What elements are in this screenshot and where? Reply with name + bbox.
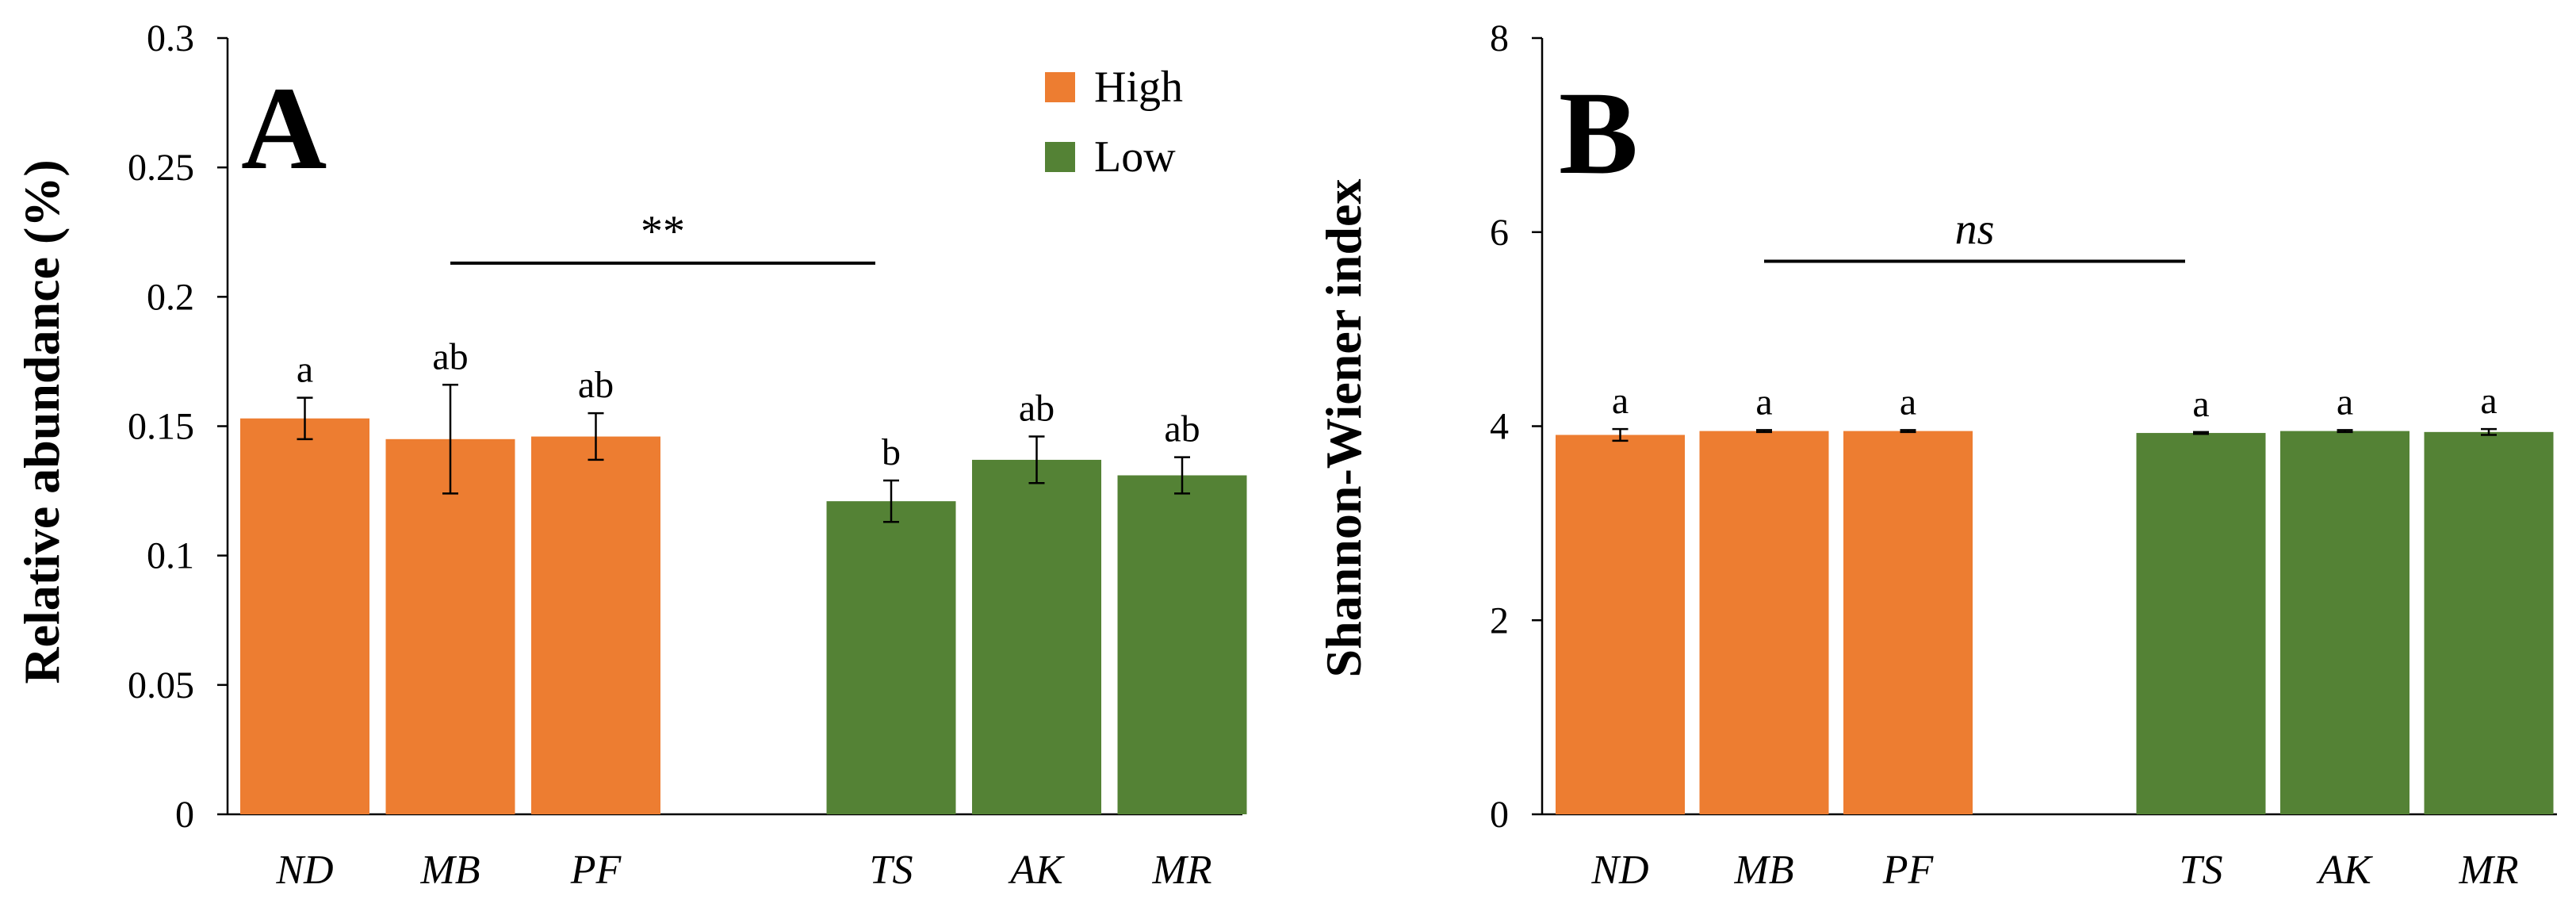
chart-marks-a: 0 0.05 0.1 0.15 0.2 0.25 0.3 a ND ab MB ab PF b TS ab AK… xyxy=(128,17,1247,893)
x-tick-label-a-nd: ND xyxy=(275,848,333,893)
x-tick-label-a-mr: MR xyxy=(1151,848,1211,893)
bar-b-nd xyxy=(1556,435,1685,814)
y-tick-label-a: 0.1 xyxy=(147,535,194,577)
x-tick-label-b-nd: ND xyxy=(1590,848,1648,893)
y-axis-label-b: Shannon-Wiener index xyxy=(1315,179,1372,678)
legend-label-high: High xyxy=(1094,63,1183,112)
sig-letter-b-nd: a xyxy=(1612,380,1629,422)
sig-letter-a-pf: ab xyxy=(578,364,614,406)
y-axis-label-a: Relative abundance (%) xyxy=(13,159,70,683)
bar-b-ts xyxy=(2136,433,2266,814)
bar-b-ak xyxy=(2280,431,2409,814)
y-tick-label-b: 6 xyxy=(1490,212,1509,254)
legend-label-low: Low xyxy=(1094,132,1176,182)
bar-a-mb xyxy=(385,438,515,814)
bar-a-mr xyxy=(1117,475,1247,814)
y-tick-label-a: 0 xyxy=(175,794,194,836)
significance-label-a: ** xyxy=(641,207,685,256)
sig-letter-b-pf: a xyxy=(1900,381,1916,423)
sig-letter-a-ts: b xyxy=(882,431,901,473)
x-tick-label-b-mr: MR xyxy=(2458,848,2518,893)
panel-label-a: A xyxy=(241,63,327,194)
x-tick-label-b-mb: MB xyxy=(1733,848,1793,893)
chart-panel-b: Shannon-Wiener index B 0 2 4 6 8 a ND a MB a PF a TS… xyxy=(1315,17,2557,893)
sig-letter-b-mr: a xyxy=(2480,380,2497,422)
sig-letter-b-ts: a xyxy=(2192,383,2209,425)
sig-letter-a-ak: ab xyxy=(1019,388,1055,430)
x-tick-label-b-pf: PF xyxy=(1882,848,1935,893)
x-tick-label-a-pf: PF xyxy=(570,848,622,893)
y-tick-label-b: 2 xyxy=(1490,599,1509,641)
bar-b-mb xyxy=(1699,431,1829,814)
bar-a-ts xyxy=(826,501,956,814)
bar-b-mr xyxy=(2424,431,2554,814)
sig-letter-a-nd: a xyxy=(297,349,313,391)
y-tick-label-a: 0.2 xyxy=(147,276,194,318)
x-tick-label-a-ts: TS xyxy=(870,848,913,893)
panel-label-b: B xyxy=(1559,67,1638,199)
bar-a-ak xyxy=(972,459,1101,814)
y-tick-label-b: 0 xyxy=(1490,794,1509,836)
chart-marks-b: 0 2 4 6 8 a ND a MB a PF a TS a AK a MR ns xyxy=(1490,17,2557,893)
x-tick-label-b-ak: AK xyxy=(2316,848,2373,893)
bar-a-nd xyxy=(240,418,369,814)
y-tick-label-b: 8 xyxy=(1490,17,1509,59)
x-tick-label-b-ts: TS xyxy=(2180,848,2223,893)
sig-letter-b-mb: a xyxy=(1755,381,1772,423)
legend: High Low xyxy=(1045,63,1183,182)
sig-letter-b-ak: a xyxy=(2337,381,2353,423)
bar-a-pf xyxy=(531,436,660,814)
chart-panel-a: Relative abundance (%) A 0 0.05 0.1 0.15 0.2… xyxy=(13,17,1247,893)
significance-label-b: ns xyxy=(1955,205,1995,254)
y-tick-label-a: 0.3 xyxy=(147,17,194,59)
y-tick-label-a: 0.05 xyxy=(128,664,194,706)
bar-b-pf xyxy=(1843,431,1973,814)
y-tick-label-b: 4 xyxy=(1490,406,1509,448)
y-tick-label-a: 0.25 xyxy=(128,147,194,189)
x-tick-label-a-ak: AK xyxy=(1008,848,1065,893)
y-tick-label-a: 0.15 xyxy=(128,406,194,448)
sig-letter-a-mr: ab xyxy=(1164,408,1200,450)
x-tick-label-a-mb: MB xyxy=(419,848,480,893)
sig-letter-a-mb: ab xyxy=(432,335,468,377)
legend-swatch-high xyxy=(1045,72,1075,102)
legend-swatch-low xyxy=(1045,142,1075,172)
